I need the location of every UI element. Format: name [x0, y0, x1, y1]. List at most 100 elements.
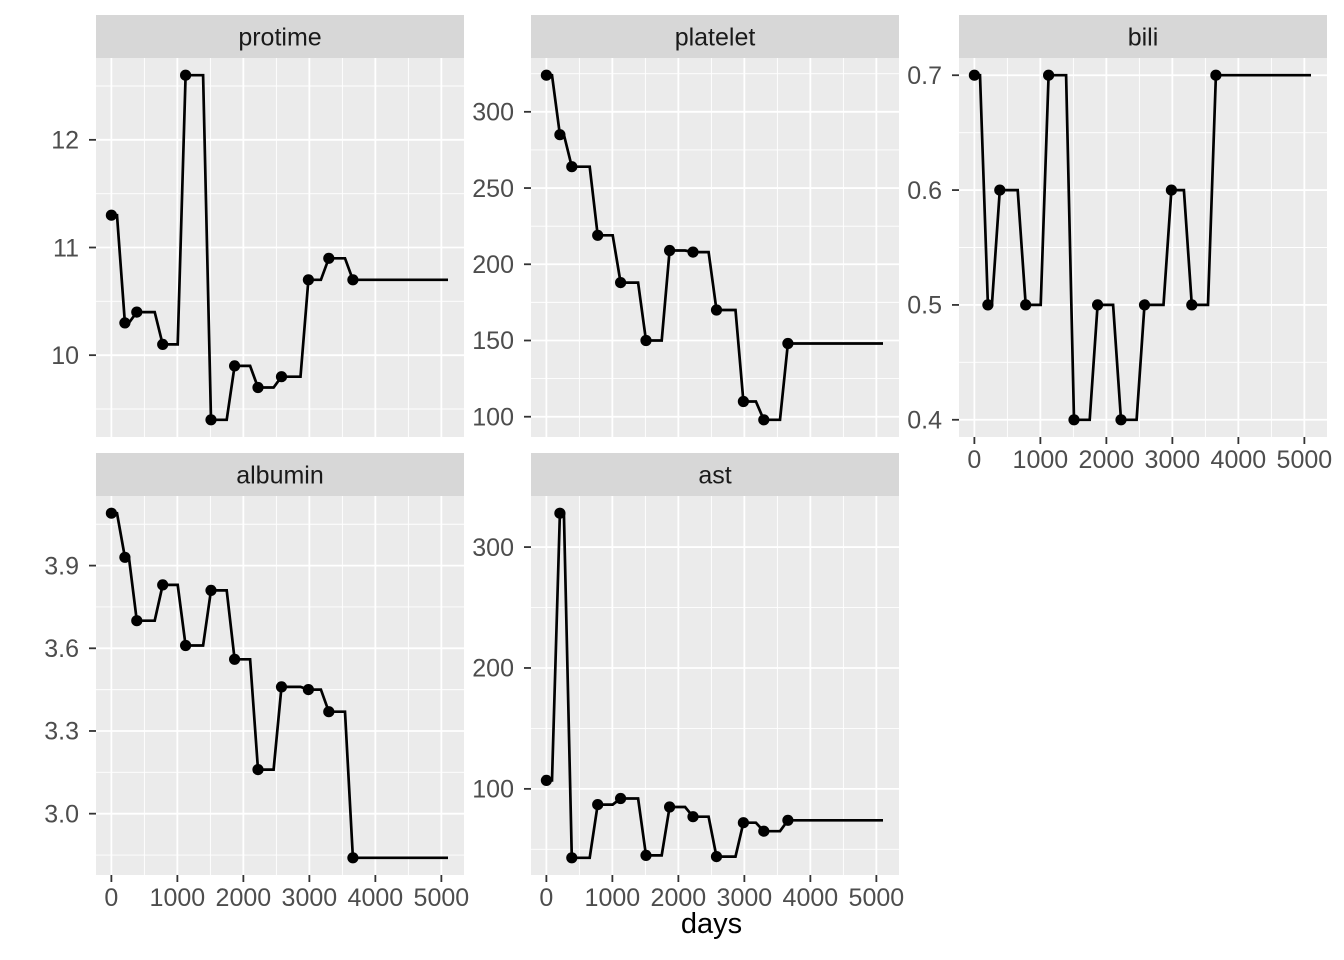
y-tick-label: 200 — [472, 655, 514, 683]
data-point — [229, 360, 241, 372]
data-point — [982, 299, 994, 311]
y-tick-label: 0.6 — [907, 177, 942, 205]
x-tick-label: 0 — [539, 884, 553, 912]
y-tick-label: 3.6 — [44, 635, 79, 663]
data-point — [758, 825, 770, 837]
y-axis: 100 150 200 250 300 — [472, 99, 531, 431]
data-point — [275, 681, 288, 693]
y-tick-label: 200 — [472, 251, 514, 279]
data-point — [1115, 414, 1127, 426]
data-point — [1020, 299, 1032, 311]
facet-strip — [96, 15, 464, 58]
data-point — [205, 584, 217, 597]
y-tick-label: 3.0 — [44, 800, 79, 828]
data-point — [275, 371, 288, 383]
y-tick-label: 300 — [472, 534, 514, 562]
major-gridlines — [96, 58, 464, 437]
x-axis: 0 1000 2000 3000 4000 5000 — [104, 875, 469, 912]
x-tick-label: 0 — [104, 884, 118, 912]
data-point — [302, 684, 314, 696]
x-tick-label: 5000 — [849, 884, 905, 912]
data-point — [157, 338, 169, 350]
x-axis-title: days — [680, 908, 743, 940]
facet-strip — [531, 453, 899, 496]
data-point — [994, 184, 1006, 196]
data-points — [105, 507, 359, 864]
data-point — [205, 414, 217, 426]
y-axis: 3.0 3.3 3.6 3.9 — [44, 552, 96, 828]
major-gridlines — [531, 496, 899, 875]
y-tick-label: 100 — [472, 776, 514, 804]
data-point — [968, 69, 981, 81]
series-step-line — [546, 511, 883, 860]
facet-panel-platelet: platelet 100 150 200 250 300 — [472, 15, 899, 437]
y-tick-label: 0.4 — [907, 407, 942, 435]
data-point — [615, 277, 627, 289]
data-point — [554, 507, 566, 519]
facet-panel-protime: protime 10 11 12 — [51, 15, 464, 437]
x-tick-label: 2000 — [1079, 446, 1135, 474]
x-axis: 0 1000 2000 3000 4000 5000 — [539, 875, 904, 912]
data-point — [131, 306, 143, 318]
series-step-line — [111, 511, 448, 860]
data-point — [119, 551, 131, 563]
facet-strip-title: protime — [238, 24, 321, 52]
x-tick-label: 1000 — [585, 884, 641, 912]
y-tick-label: 0.5 — [907, 292, 942, 320]
panel-background — [531, 496, 899, 875]
y-axis: 100 200 300 — [472, 534, 531, 804]
data-point — [592, 229, 604, 241]
data-point — [1092, 299, 1104, 311]
x-tick-label: 1000 — [1013, 446, 1069, 474]
data-point — [347, 274, 359, 286]
x-tick-label: 5000 — [414, 884, 470, 912]
y-tick-label: 300 — [472, 99, 514, 127]
x-tick-label: 4000 — [1211, 446, 1267, 474]
x-tick-label: 3000 — [717, 884, 773, 912]
data-point — [566, 852, 578, 864]
data-point — [640, 334, 652, 347]
y-axis: 0.4 0.5 0.6 0.7 — [907, 62, 959, 435]
series-step-line — [974, 73, 1311, 422]
data-point — [323, 706, 335, 718]
data-point — [119, 317, 131, 329]
y-tick-label: 0.7 — [907, 62, 942, 90]
data-point — [782, 814, 794, 826]
facet-strip — [96, 453, 464, 496]
data-point — [157, 579, 169, 591]
data-point — [615, 792, 627, 805]
x-tick-label: 2000 — [651, 884, 707, 912]
data-point — [252, 381, 264, 394]
data-point — [1186, 299, 1198, 311]
data-point — [710, 304, 723, 316]
data-point — [640, 849, 652, 862]
data-point — [1043, 69, 1055, 81]
data-point — [737, 817, 750, 829]
data-points — [105, 69, 359, 426]
data-point — [592, 799, 604, 811]
data-point — [664, 244, 676, 257]
facet-strip-title: ast — [698, 462, 731, 490]
data-points — [540, 507, 794, 864]
data-point — [229, 653, 241, 665]
x-tick-label: 2000 — [216, 884, 272, 912]
facet-strip-title: albumin — [236, 462, 324, 490]
data-point — [131, 615, 143, 627]
x-tick-label: 4000 — [348, 884, 404, 912]
data-point — [302, 274, 314, 286]
data-point — [1138, 299, 1151, 311]
data-point — [105, 507, 117, 519]
data-point — [710, 851, 723, 863]
data-point — [566, 161, 578, 173]
facet-strip — [531, 15, 899, 58]
data-point — [664, 801, 676, 813]
data-point — [1165, 184, 1177, 196]
data-point — [554, 129, 566, 141]
facet-panel-bili: bili 0.4 0.5 0.6 0.7 0 1000 2000 3000 4000 5000 — [907, 15, 1332, 474]
x-tick-label: 1000 — [150, 884, 206, 912]
y-tick-label: 100 — [472, 403, 514, 431]
y-tick-label: 3.3 — [44, 718, 79, 746]
x-tick-label: 3000 — [282, 884, 338, 912]
data-point — [758, 414, 770, 426]
